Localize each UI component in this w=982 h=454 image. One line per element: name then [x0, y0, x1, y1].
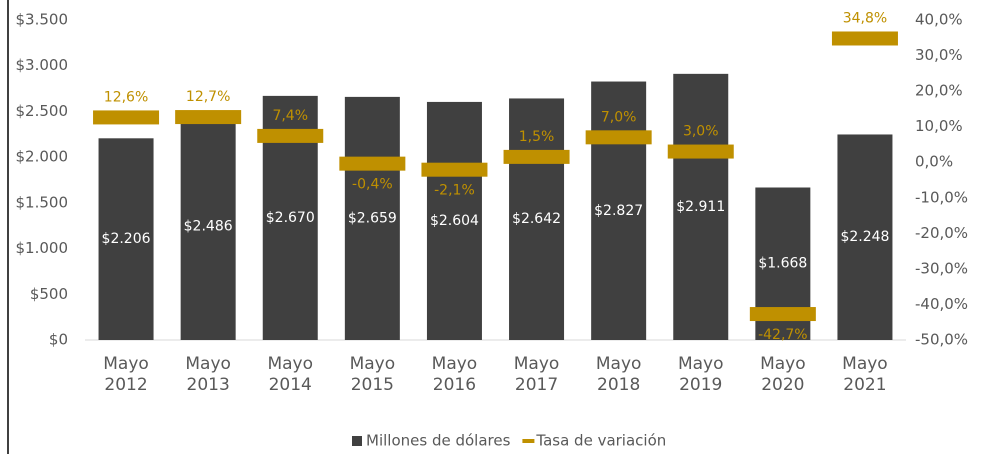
bar — [673, 73, 729, 340]
legend-label: Millones de dólares — [366, 432, 511, 450]
x-tick-label: Mayo 2015 — [349, 354, 396, 395]
bar-value-label: $2.827 — [594, 203, 643, 219]
rate-marker — [585, 130, 652, 145]
x-tick-label: Mayo 2013 — [185, 354, 231, 395]
legend-label: Tasa de variación — [535, 432, 666, 450]
x-tick-label: Mayo 2019 — [677, 354, 724, 395]
rate-marker — [749, 307, 816, 322]
rate-marker — [339, 156, 406, 171]
rate-marker — [503, 149, 570, 164]
bar — [509, 98, 565, 341]
x-tick-label: Mayo 2017 — [513, 354, 560, 395]
y2-tick-label: -30,0% — [915, 259, 968, 277]
rate-value-label: 12,7% — [186, 89, 230, 105]
bar-value-label: $2.670 — [266, 210, 315, 226]
bar-value-label: $2.659 — [348, 210, 397, 226]
y-tick-label: $2.000 — [16, 148, 69, 166]
rate-marker — [421, 162, 488, 177]
rate-marker — [93, 110, 160, 125]
legend-swatch — [522, 439, 535, 443]
y-tick-label: $1.500 — [16, 193, 69, 211]
x-tick-label: Mayo 2016 — [431, 354, 478, 395]
bar-value-label: $2.642 — [512, 211, 561, 227]
rate-marker — [257, 128, 324, 143]
bar-value-label: $2.248 — [840, 229, 889, 245]
bar-value-label: $2.486 — [184, 218, 233, 234]
rate-marker — [175, 110, 242, 125]
rate-value-label: -2,1% — [434, 183, 475, 199]
y-tick-label: $1.000 — [16, 239, 69, 257]
rate-marker — [667, 144, 734, 159]
bar-value-label: $2.206 — [102, 231, 151, 247]
y-tick-label: $3.000 — [16, 56, 69, 74]
bar — [426, 101, 482, 340]
rate-value-label: -42,7% — [758, 327, 808, 343]
y2-tick-label: 20,0% — [915, 82, 963, 100]
x-tick-label: Mayo 2014 — [267, 354, 314, 395]
x-tick-label: Mayo 2012 — [103, 354, 149, 395]
rate-value-label: 7,4% — [272, 108, 308, 124]
rate-value-label: 7,0% — [601, 109, 637, 125]
rate-value-label: -0,4% — [352, 177, 393, 193]
y2-tick-label: -20,0% — [915, 224, 968, 242]
y2-tick-label: 40,0% — [915, 11, 963, 29]
y2-tick-label: -10,0% — [915, 188, 968, 206]
x-tick-label: Mayo 2018 — [595, 354, 642, 395]
y-tick-label: $500 — [30, 285, 68, 303]
y-tick-label: $3.500 — [16, 11, 69, 29]
legend-swatch — [352, 436, 362, 446]
rate-value-label: 34,8% — [843, 10, 887, 26]
y-tick-label: $0 — [49, 331, 68, 349]
y2-tick-label: 10,0% — [915, 117, 963, 135]
bar — [837, 134, 893, 340]
bar-value-label: $2.911 — [676, 199, 725, 215]
rate-value-label: 12,6% — [104, 89, 148, 105]
y2-tick-label: -50,0% — [915, 331, 968, 349]
bar — [98, 138, 154, 340]
rate-value-label: 1,5% — [519, 129, 555, 145]
rate-value-label: 3,0% — [683, 124, 719, 140]
bar — [591, 81, 647, 340]
y-tick-label: $2.500 — [16, 102, 69, 120]
x-tick-label: Mayo 2021 — [842, 354, 888, 395]
bar — [180, 112, 236, 340]
y2-tick-label: 30,0% — [915, 46, 963, 64]
bar — [344, 96, 400, 341]
y2-tick-label: -40,0% — [915, 295, 968, 313]
y2-tick-label: 0,0% — [915, 153, 953, 171]
x-tick-label: Mayo 2020 — [760, 354, 806, 395]
bar-value-label: $2.604 — [430, 213, 479, 229]
bar-value-label: $1.668 — [758, 256, 807, 272]
rate-marker — [831, 31, 898, 46]
